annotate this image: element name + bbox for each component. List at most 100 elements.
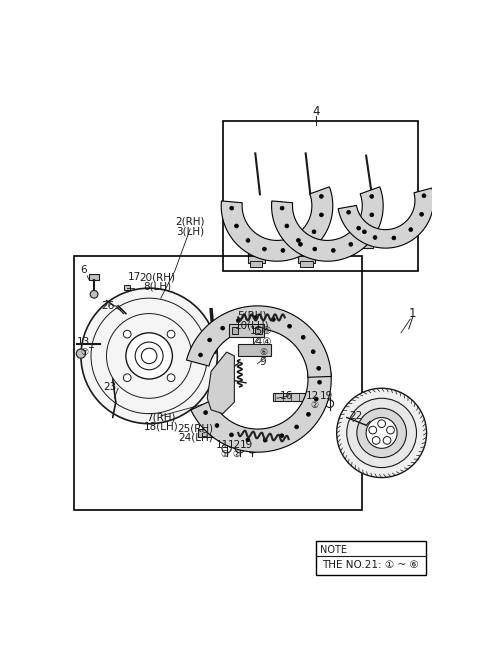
Text: 16: 16 bbox=[280, 391, 293, 401]
Polygon shape bbox=[272, 187, 383, 261]
Circle shape bbox=[349, 243, 353, 246]
Circle shape bbox=[248, 443, 257, 453]
Circle shape bbox=[215, 424, 219, 428]
Circle shape bbox=[420, 213, 423, 216]
Bar bbox=[229, 323, 264, 337]
Polygon shape bbox=[221, 187, 333, 261]
Circle shape bbox=[167, 374, 175, 382]
Text: 23: 23 bbox=[104, 382, 117, 392]
Circle shape bbox=[311, 350, 315, 354]
Bar bbox=[248, 252, 264, 263]
Circle shape bbox=[317, 367, 321, 370]
Circle shape bbox=[222, 443, 231, 453]
Circle shape bbox=[285, 224, 289, 228]
Circle shape bbox=[76, 349, 85, 358]
Circle shape bbox=[199, 353, 203, 357]
Text: 2(RH): 2(RH) bbox=[176, 216, 205, 226]
Circle shape bbox=[301, 335, 305, 339]
Circle shape bbox=[357, 408, 407, 458]
Circle shape bbox=[230, 206, 234, 210]
Text: 18(LH): 18(LH) bbox=[144, 422, 178, 432]
Bar bbox=[198, 429, 225, 437]
Bar bbox=[123, 285, 130, 290]
Circle shape bbox=[370, 213, 374, 216]
Text: 8(LH): 8(LH) bbox=[144, 281, 172, 292]
Circle shape bbox=[90, 291, 98, 298]
Polygon shape bbox=[187, 306, 331, 377]
Circle shape bbox=[386, 426, 395, 434]
Circle shape bbox=[422, 194, 426, 197]
Circle shape bbox=[312, 230, 316, 234]
Circle shape bbox=[263, 247, 266, 251]
Circle shape bbox=[246, 239, 250, 242]
Circle shape bbox=[378, 420, 385, 428]
Circle shape bbox=[221, 326, 225, 330]
Bar bbox=[238, 344, 271, 356]
Text: 20(RH): 20(RH) bbox=[139, 272, 175, 282]
Circle shape bbox=[123, 374, 131, 382]
Circle shape bbox=[383, 436, 391, 444]
Bar bbox=[223, 121, 418, 271]
Text: 7(RH): 7(RH) bbox=[146, 413, 176, 422]
Text: ⑥: ⑥ bbox=[259, 348, 267, 358]
Circle shape bbox=[246, 438, 250, 441]
Circle shape bbox=[254, 316, 258, 319]
Circle shape bbox=[281, 249, 285, 253]
Text: 26: 26 bbox=[101, 301, 115, 311]
Circle shape bbox=[313, 247, 317, 251]
Text: 19: 19 bbox=[240, 440, 252, 450]
Text: 15⑤: 15⑤ bbox=[250, 326, 273, 337]
Circle shape bbox=[372, 436, 380, 444]
Text: 12: 12 bbox=[306, 391, 319, 401]
Text: 24(LH): 24(LH) bbox=[178, 432, 213, 443]
Circle shape bbox=[331, 249, 335, 253]
Circle shape bbox=[370, 194, 373, 198]
Circle shape bbox=[126, 333, 172, 379]
Bar bbox=[89, 274, 99, 281]
Circle shape bbox=[320, 213, 324, 216]
Text: 19: 19 bbox=[320, 391, 333, 401]
Bar bbox=[273, 393, 311, 401]
Text: 3(LH): 3(LH) bbox=[176, 226, 204, 236]
Circle shape bbox=[326, 400, 334, 407]
Circle shape bbox=[235, 224, 239, 228]
Bar bbox=[298, 252, 315, 263]
Polygon shape bbox=[207, 352, 234, 414]
Text: 4: 4 bbox=[312, 104, 320, 117]
Circle shape bbox=[319, 194, 324, 198]
Bar bbox=[74, 256, 362, 510]
Circle shape bbox=[235, 443, 244, 453]
Circle shape bbox=[263, 438, 267, 442]
Text: 9: 9 bbox=[260, 357, 266, 367]
Circle shape bbox=[81, 288, 217, 424]
Circle shape bbox=[142, 348, 157, 363]
Circle shape bbox=[123, 330, 131, 338]
Circle shape bbox=[362, 230, 366, 234]
Circle shape bbox=[373, 236, 377, 239]
Text: 22: 22 bbox=[349, 411, 363, 421]
Bar bbox=[316, 541, 426, 575]
Text: THE NO.21: ① ~ ⑥: THE NO.21: ① ~ ⑥ bbox=[323, 560, 419, 570]
Text: 13: 13 bbox=[77, 337, 90, 347]
Text: NOTE: NOTE bbox=[321, 545, 348, 555]
Circle shape bbox=[392, 236, 396, 240]
Text: ②: ② bbox=[232, 450, 240, 459]
Circle shape bbox=[366, 417, 397, 448]
Bar bbox=[255, 327, 262, 335]
Bar bbox=[300, 261, 312, 268]
Circle shape bbox=[204, 411, 207, 415]
Circle shape bbox=[271, 318, 275, 321]
Circle shape bbox=[237, 319, 240, 322]
Bar bbox=[359, 239, 373, 248]
Circle shape bbox=[312, 400, 320, 407]
Polygon shape bbox=[191, 373, 331, 452]
Polygon shape bbox=[338, 188, 433, 248]
Circle shape bbox=[295, 425, 299, 429]
Circle shape bbox=[347, 398, 417, 468]
Circle shape bbox=[318, 380, 322, 384]
Bar bbox=[232, 327, 238, 335]
Circle shape bbox=[229, 433, 233, 437]
Text: 12: 12 bbox=[228, 440, 241, 450]
Circle shape bbox=[314, 397, 318, 401]
Circle shape bbox=[280, 206, 284, 210]
